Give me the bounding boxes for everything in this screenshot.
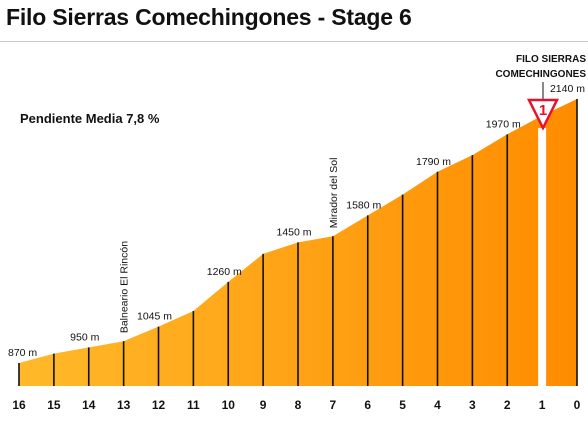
altitude-label: 870 m (8, 347, 37, 359)
average-gradient-label: Pendiente Media 7,8 % (20, 111, 160, 126)
summit-category-triangle-icon (526, 98, 560, 131)
altitude-label: 1970 m (486, 118, 521, 130)
km-tick-label: 8 (295, 398, 302, 412)
km-tick-label: 9 (260, 398, 267, 412)
km-tick-label: 7 (330, 398, 337, 412)
waypoint-label: Balneario El Rincón (119, 241, 131, 333)
altitude-label: 1260 m (207, 266, 242, 278)
km-tick-label: 4 (434, 398, 441, 412)
km-tick-label: 6 (364, 398, 371, 412)
altitude-label: 950 m (70, 331, 99, 343)
summit-name-line2: COMECHINGONES (495, 69, 586, 80)
altitude-label: 1045 m (137, 311, 172, 323)
km-tick-label: 13 (117, 398, 131, 412)
km-tick-label: 16 (12, 398, 26, 412)
page-title: Filo Sierras Comechingones - Stage 6 (6, 4, 412, 30)
km-tick-label: 11 (187, 398, 200, 412)
altitude-label: 1450 m (276, 226, 311, 238)
altitude-label: 2140 m (550, 83, 585, 95)
summit-category-label: 1 (539, 102, 547, 119)
title-divider (0, 41, 588, 42)
km-tick-label: 2 (504, 398, 511, 412)
km-tick-label: 12 (152, 398, 166, 412)
km-tick-label: 15 (47, 398, 61, 412)
km-tick-label: 14 (82, 398, 96, 412)
altitude-label: 1580 m (346, 199, 381, 211)
km-tick-label: 5 (399, 398, 406, 412)
km-tick-label: 0 (574, 398, 581, 412)
waypoint-label: Mirador del Sol (328, 158, 340, 229)
summit-name-line1: FILO SIERRAS (516, 54, 586, 65)
km-tick-label: 1 (539, 398, 546, 412)
summit-gap (538, 128, 547, 386)
km-tick-label: 3 (469, 398, 476, 412)
altitude-label: 1790 m (416, 156, 451, 168)
km-tick-label: 10 (222, 398, 236, 412)
